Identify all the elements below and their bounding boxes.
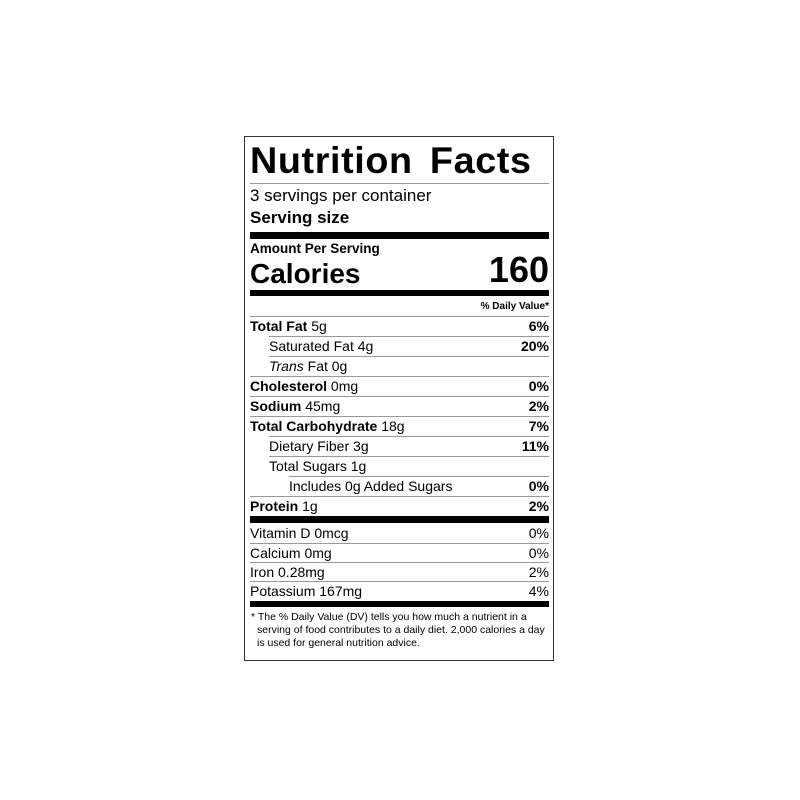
calories-label: Calories [250, 258, 361, 289]
nutrient-daily-value: 0% [528, 378, 549, 394]
nutrient-row: Total Fat 5g 6% [250, 316, 549, 336]
amount-per-serving: Amount Per Serving [250, 241, 380, 256]
vitamin-daily-value: 0% [528, 525, 549, 541]
label-title: Nutrition Facts [250, 140, 532, 181]
vitamin-row: Calcium 0mg 0% [250, 543, 549, 562]
nutrient-name: Trans Fat 0g [269, 358, 348, 374]
nutrient-name: Total Sugars 1g [269, 458, 367, 474]
daily-value-header: % Daily Value* [480, 301, 549, 312]
nutrition-facts-label: Nutrition Facts 3 servings per container… [244, 136, 554, 661]
vitamin-name: Iron 0.28mg [250, 564, 325, 580]
nutrient-row: Total Carbohydrate 18g 7% [250, 416, 549, 436]
nutrient-name: Sodium 45mg [250, 398, 341, 414]
servings-per-container: 3 servings per container [250, 186, 432, 205]
nutrient-row: Dietary Fiber 3g 11% [269, 436, 549, 456]
nutrient-row: Protein 1g 2% [250, 496, 549, 516]
vitamin-row: Potassium 167mg 4% [250, 581, 549, 600]
nutrient-name: Total Carbohydrate 18g [250, 418, 405, 434]
vitamin-list: Vitamin D 0mcg 0% Calcium 0mg 0% Iron 0.28mg… [250, 524, 549, 600]
nutrient-daily-value: 7% [528, 418, 549, 434]
serving-size: Serving size [250, 208, 350, 227]
thick-divider [250, 516, 549, 523]
nutrient-row: Saturated Fat 4g 20% [269, 336, 549, 356]
nutrient-row: Cholesterol 0mg 0% [250, 376, 549, 396]
nutrient-row: Includes 0g Added Sugars 0% [289, 476, 549, 496]
nutrient-name: Saturated Fat 4g [269, 338, 374, 354]
nutrient-daily-value: 2% [528, 498, 549, 514]
thick-divider [250, 601, 549, 607]
nutrient-daily-value: 6% [528, 318, 549, 334]
footnote: * The % Daily Value (DV) tells you how m… [251, 611, 545, 649]
nutrient-name: Includes 0g Added Sugars [289, 478, 453, 494]
nutrient-list: Total Fat 5g 6% Saturated Fat 4g 20% Trans F… [250, 316, 549, 516]
vitamin-row: Vitamin D 0mcg 0% [250, 524, 549, 543]
nutrient-daily-value: 0% [528, 478, 549, 494]
vitamin-name: Calcium 0mg [250, 545, 332, 561]
divider [250, 183, 549, 184]
vitamin-daily-value: 2% [528, 564, 549, 580]
nutrient-daily-value: 20% [520, 338, 549, 354]
calories-row: Calories 160 [250, 249, 549, 290]
vitamin-row: Iron 0.28mg 2% [250, 562, 549, 581]
vitamin-name: Potassium 167mg [250, 583, 363, 599]
nutrient-name: Dietary Fiber 3g [269, 438, 369, 454]
nutrient-row: Total Sugars 1g [269, 456, 549, 476]
nutrient-name: Total Fat 5g [250, 318, 327, 334]
nutrient-row: Trans Fat 0g [269, 356, 549, 376]
nutrient-name: Cholesterol 0mg [250, 378, 359, 394]
vitamin-daily-value: 0% [528, 545, 549, 561]
nutrient-daily-value: 11% [521, 438, 549, 454]
vitamin-daily-value: 4% [528, 583, 549, 599]
nutrient-daily-value: 2% [528, 398, 549, 414]
nutrient-row: Sodium 45mg 2% [250, 396, 549, 416]
thick-divider [250, 290, 549, 296]
calories-value: 160 [488, 249, 549, 290]
vitamin-name: Vitamin D 0mcg [250, 525, 349, 541]
nutrient-name: Protein 1g [250, 498, 318, 514]
thick-divider [250, 232, 549, 239]
